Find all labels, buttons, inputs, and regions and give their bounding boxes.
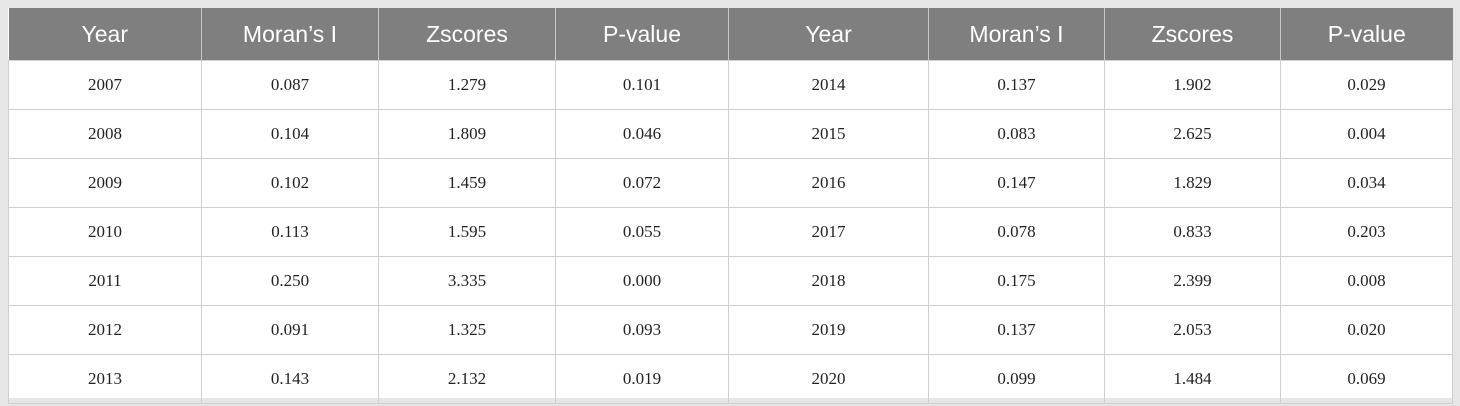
table-cell: 0.143	[201, 354, 379, 404]
table-cell: 3.335	[378, 256, 556, 306]
table-cell: 0.833	[1104, 207, 1281, 257]
table-cell: 0.102	[201, 158, 379, 208]
table-row: 2007 0.087 1.279 0.101 2014 0.137 1.902 0.029	[8, 60, 1453, 110]
table-cell: 1.902	[1104, 60, 1281, 110]
table-cell: 2012	[8, 305, 202, 355]
table-cell: 0.175	[928, 256, 1105, 306]
table-cell: 0.137	[928, 60, 1105, 110]
table-row: 2012 0.091 1.325 0.093 2019 0.137 2.053 0.020	[8, 305, 1453, 355]
table-cell: 0.091	[201, 305, 379, 355]
table-cell: 0.000	[555, 256, 729, 306]
table-cell: 0.101	[555, 60, 729, 110]
header-cell: Year	[8, 8, 202, 61]
table-cell: 1.325	[378, 305, 556, 355]
table-cell: 0.137	[928, 305, 1105, 355]
header-cell: Zscores	[378, 8, 556, 61]
table-cell: 0.087	[201, 60, 379, 110]
table-row: 2011 0.250 3.335 0.000 2018 0.175 2.399 0.008	[8, 256, 1453, 306]
table-cell: 2013	[8, 354, 202, 404]
table-cell: 2.132	[378, 354, 556, 404]
table-container: Year Moran’s I Zscores P-value Year Moran’s I…	[8, 8, 1453, 404]
table-cell: 2009	[8, 158, 202, 208]
table-cell: 2.053	[1104, 305, 1281, 355]
table-body: 2007 0.087 1.279 0.101 2014 0.137 1.902 0.029 20…	[8, 60, 1453, 404]
table-row: 2010 0.113 1.595 0.055 2017 0.078 0.833 0.203	[8, 207, 1453, 257]
header-row: Year Moran’s I Zscores P-value Year Moran’s I…	[8, 8, 1453, 61]
table-cell: 0.029	[1280, 60, 1453, 110]
table-cell: 0.113	[201, 207, 379, 257]
table-cell: 1.829	[1104, 158, 1281, 208]
table-cell: 1.809	[378, 109, 556, 159]
table-cell: 1.459	[378, 158, 556, 208]
table-cell: 0.055	[555, 207, 729, 257]
table-cell: 0.093	[555, 305, 729, 355]
table-row: 2013 0.143 2.132 0.019 2020 0.099 1.484 0.069	[8, 354, 1453, 404]
table-cell: 0.104	[201, 109, 379, 159]
table-row: 2009 0.102 1.459 0.072 2016 0.147 1.829 0.034	[8, 158, 1453, 208]
table-cell: 2014	[728, 60, 929, 110]
header-cell: P-value	[555, 8, 729, 61]
table-cell: 0.008	[1280, 256, 1453, 306]
table-cell: 0.147	[928, 158, 1105, 208]
table-cell: 0.034	[1280, 158, 1453, 208]
header-cell: Moran’s I	[201, 8, 379, 61]
table-cell: 2020	[728, 354, 929, 404]
table-cell: 2019	[728, 305, 929, 355]
table-cell: 2018	[728, 256, 929, 306]
table-cell: 0.250	[201, 256, 379, 306]
table-cell: 0.019	[555, 354, 729, 404]
header-cell: Zscores	[1104, 8, 1281, 61]
data-table: Year Moran’s I Zscores P-value Year Moran’s I…	[8, 8, 1453, 404]
table-cell: 0.203	[1280, 207, 1453, 257]
table-row: 2008 0.104 1.809 0.046 2015 0.083 2.625 0.004	[8, 109, 1453, 159]
table-cell: 2010	[8, 207, 202, 257]
table-cell: 2015	[728, 109, 929, 159]
table-cell: 2008	[8, 109, 202, 159]
table-cell: 0.083	[928, 109, 1105, 159]
table-cell: 1.595	[378, 207, 556, 257]
table-cell: 2016	[728, 158, 929, 208]
header-cell: Moran’s I	[928, 8, 1105, 61]
table-cell: 2.399	[1104, 256, 1281, 306]
table-cell: 1.279	[378, 60, 556, 110]
table-cell: 0.078	[928, 207, 1105, 257]
table-cell: 0.020	[1280, 305, 1453, 355]
header-cell: P-value	[1280, 8, 1453, 61]
header-cell: Year	[728, 8, 929, 61]
table-cell: 2011	[8, 256, 202, 306]
table-cell: 0.072	[555, 158, 729, 208]
table-cell: 2007	[8, 60, 202, 110]
table-cell: 1.484	[1104, 354, 1281, 404]
table-cell: 2017	[728, 207, 929, 257]
table-cell: 0.004	[1280, 109, 1453, 159]
table-cell: 0.069	[1280, 354, 1453, 404]
table-cell: 2.625	[1104, 109, 1281, 159]
table-cell: 0.099	[928, 354, 1105, 404]
table-cell: 0.046	[555, 109, 729, 159]
